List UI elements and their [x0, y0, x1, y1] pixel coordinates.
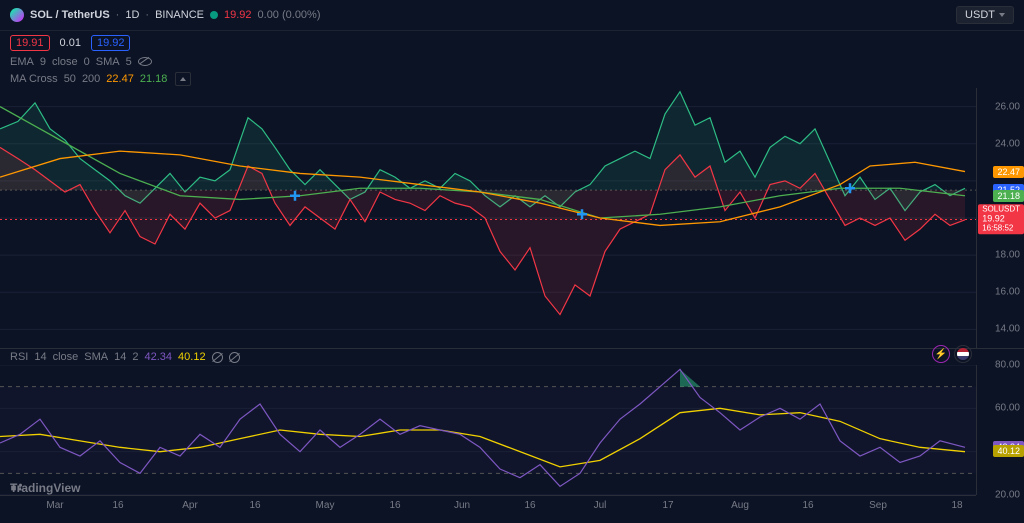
symbol-pair[interactable]: SOL / TetherUS — [30, 9, 110, 21]
macross-p2: 200 — [82, 73, 100, 85]
price-svg — [0, 88, 976, 348]
collapse-button[interactable] — [175, 72, 191, 86]
rsi-chart[interactable]: 20.0040.0060.0080.0042.3440.12 — [0, 365, 976, 495]
macross-label: MA Cross — [10, 73, 58, 85]
rsi-p1: 14 — [34, 351, 46, 363]
x-tick: Sep — [869, 500, 887, 511]
sep: · — [116, 9, 120, 21]
macross-v2: 21.18 — [140, 73, 168, 85]
tv-icon — [10, 481, 24, 495]
rsi-v2: 40.12 — [178, 351, 206, 363]
rsi-label: RSI — [10, 351, 28, 363]
chart-header: SOL / TetherUS · 1D · BINANCE 19.92 0.00… — [0, 0, 1024, 31]
x-tick: Jul — [594, 500, 607, 511]
ema-p1: 9 — [40, 56, 46, 68]
x-tick: 16 — [249, 500, 260, 511]
time-axis: Mar 16 Apr 16 May 16 Jun 16 Jul 17 Aug 16 Sep 18 — [0, 495, 976, 517]
sol-icon — [10, 8, 24, 22]
quote-currency-button[interactable]: USDT — [956, 6, 1014, 24]
x-tick: 16 — [802, 500, 813, 511]
sep: · — [145, 9, 149, 21]
ema-p4: 5 — [126, 56, 132, 68]
price-c: 19.92 — [91, 35, 131, 51]
rsi-y-axis: 20.0040.0060.0080.0042.3440.12 — [976, 365, 1024, 495]
sma-label: SMA — [96, 56, 120, 68]
ema-label: EMA — [10, 56, 34, 68]
rsi-p3: 14 — [114, 351, 126, 363]
chevron-down-icon — [999, 13, 1005, 17]
rsi-sma: SMA — [84, 351, 108, 363]
x-tick: Aug — [731, 500, 749, 511]
rsi-p2: close — [53, 351, 79, 363]
ohlc-row: 19.91 0.01 19.92 — [0, 31, 1024, 53]
ema-indicator-row[interactable]: EMA 9 close 0 SMA 5 — [0, 53, 1024, 70]
price-y-axis: 14.0016.0018.0024.0026.0022.4721.5221.18… — [976, 88, 1024, 348]
rsi-svg — [0, 365, 976, 495]
visibility-icon[interactable] — [138, 55, 151, 68]
x-tick: Jun — [454, 500, 470, 511]
status-dot — [210, 11, 218, 19]
macross-p1: 50 — [64, 73, 76, 85]
flash-icon[interactable]: ⚡ — [932, 345, 950, 363]
quote-label: USDT — [965, 9, 995, 21]
rsi-v1: 42.34 — [145, 351, 173, 363]
price-h: 0.01 — [60, 37, 81, 49]
ma-cross-row[interactable]: MA Cross 50 200 22.47 21.18 — [0, 70, 1024, 88]
tradingview-logo[interactable]: TradingView — [10, 481, 80, 495]
x-tick: 18 — [951, 500, 962, 511]
macross-v1: 22.47 — [106, 73, 134, 85]
settings-icon[interactable] — [212, 352, 223, 363]
currency-icon[interactable] — [954, 345, 972, 363]
rsi-header[interactable]: RSI 14 close SMA 14 2 42.34 40.12 ⚡ — [0, 349, 1024, 365]
chevron-up-icon — [180, 77, 186, 81]
ema-p2: close — [52, 56, 78, 68]
x-tick: 16 — [524, 500, 535, 511]
ema-p3: 0 — [84, 56, 90, 68]
change: 0.00 (0.00%) — [258, 9, 321, 21]
exchange: BINANCE — [155, 9, 204, 21]
x-tick: Apr — [182, 500, 198, 511]
x-tick: 16 — [112, 500, 123, 511]
price-chart[interactable]: 14.0016.0018.0024.0026.0022.4721.5221.18… — [0, 88, 976, 348]
rsi-p4: 2 — [132, 351, 138, 363]
price-o: 19.91 — [10, 35, 50, 51]
x-tick: Mar — [46, 500, 63, 511]
interval[interactable]: 1D — [125, 9, 139, 21]
settings-icon[interactable] — [229, 352, 240, 363]
x-tick: 16 — [389, 500, 400, 511]
x-tick: May — [316, 500, 335, 511]
x-tick: 17 — [662, 500, 673, 511]
last-price: 19.92 — [224, 9, 252, 21]
